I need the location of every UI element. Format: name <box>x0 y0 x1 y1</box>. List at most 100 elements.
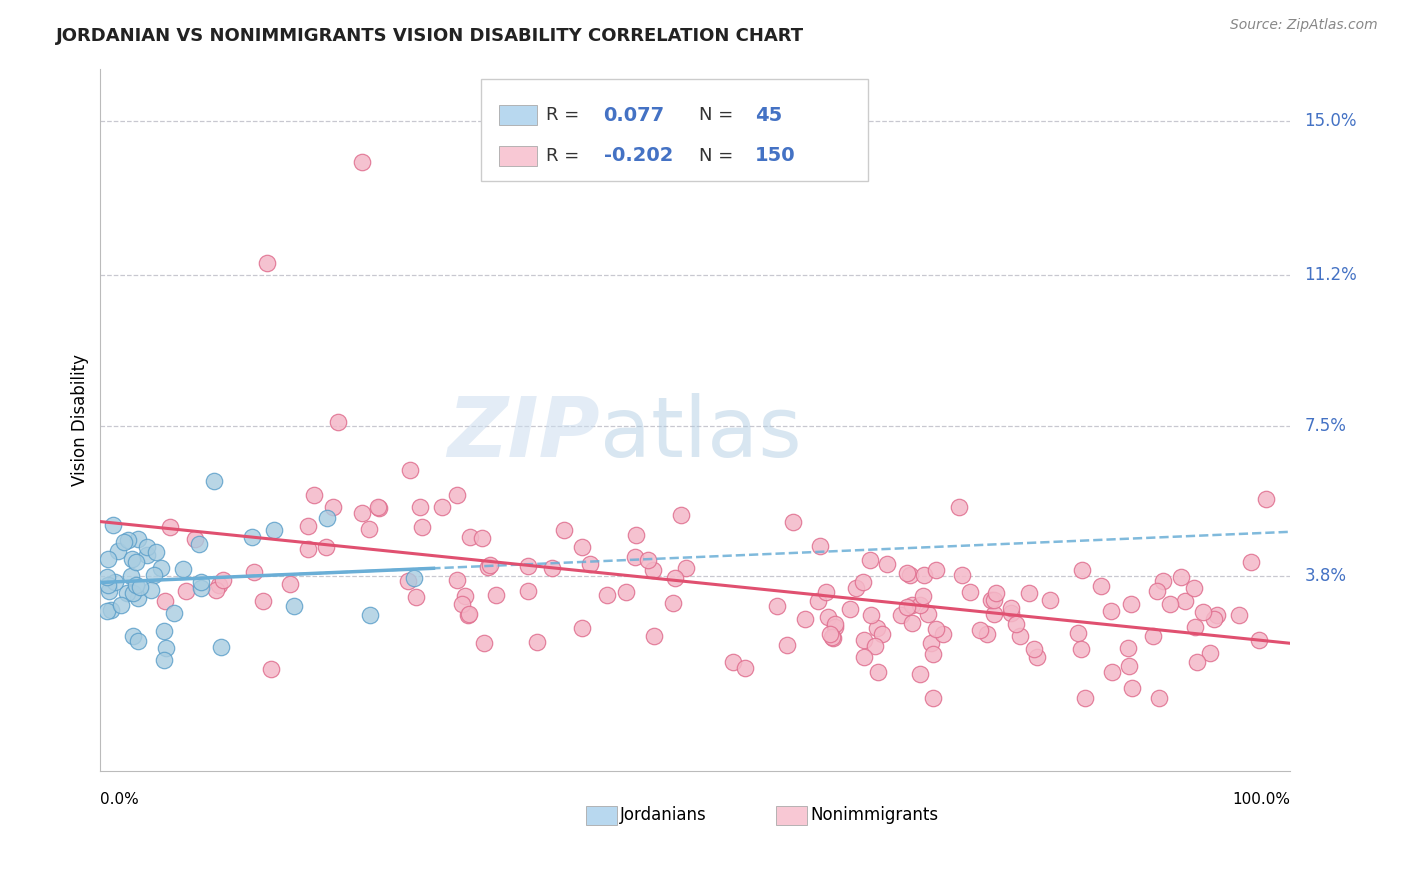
Point <box>540 560 562 574</box>
Point <box>1073 690 1095 705</box>
Point <box>128 580 150 594</box>
Point <box>1024 641 1046 656</box>
Point <box>110 598 132 612</box>
Point <box>866 621 889 635</box>
Point <box>243 566 266 580</box>
Point <box>624 528 647 542</box>
Point <box>278 577 301 591</box>
Point <box>328 415 350 429</box>
Point <box>1152 574 1174 589</box>
Point <box>190 582 212 596</box>
Point <box>1018 586 1040 600</box>
Point <box>817 610 839 624</box>
Text: R =: R = <box>547 106 585 124</box>
Point <box>240 529 263 543</box>
Point <box>1070 642 1092 657</box>
Point <box>900 598 922 612</box>
Point <box>454 589 477 603</box>
Point <box>911 590 934 604</box>
Point <box>121 551 143 566</box>
Point <box>517 559 540 574</box>
Text: Source: ZipAtlas.com: Source: ZipAtlas.com <box>1230 18 1378 32</box>
Point <box>920 636 942 650</box>
Point <box>297 518 319 533</box>
Point <box>664 571 686 585</box>
Text: 0.077: 0.077 <box>603 105 665 125</box>
Point <box>821 630 844 644</box>
Text: 11.2%: 11.2% <box>1305 267 1357 285</box>
Point <box>1070 563 1092 577</box>
Point <box>477 560 499 574</box>
Point <box>823 631 845 645</box>
Point <box>922 647 945 661</box>
Point <box>675 561 697 575</box>
Text: 0.0%: 0.0% <box>100 792 139 806</box>
Point <box>983 607 1005 621</box>
Point <box>637 553 659 567</box>
Point <box>890 607 912 622</box>
Point <box>112 535 135 549</box>
Text: atlas: atlas <box>600 393 801 475</box>
Point <box>212 574 235 588</box>
Point <box>136 540 159 554</box>
Text: 100.0%: 100.0% <box>1232 792 1291 806</box>
Point <box>304 488 326 502</box>
Point <box>838 601 860 615</box>
Point <box>204 583 226 598</box>
Point <box>794 612 817 626</box>
Point <box>121 585 143 599</box>
Point <box>824 616 846 631</box>
Point <box>479 558 502 573</box>
Point <box>104 575 127 590</box>
Point <box>866 665 889 679</box>
Point <box>252 594 274 608</box>
Point <box>139 582 162 597</box>
Point <box>107 544 129 558</box>
Point <box>859 553 882 567</box>
Point <box>411 520 433 534</box>
Point <box>776 638 799 652</box>
Point <box>896 600 918 615</box>
Point <box>1005 617 1028 632</box>
Point <box>297 541 319 556</box>
Y-axis label: Vision Disability: Vision Disability <box>72 353 89 485</box>
Point <box>1119 597 1142 611</box>
Point <box>398 463 420 477</box>
Point <box>150 561 173 575</box>
Point <box>876 558 898 572</box>
Point <box>97 583 120 598</box>
Point <box>97 577 120 591</box>
Point <box>1116 641 1139 656</box>
Point <box>352 154 374 169</box>
Point <box>807 593 830 607</box>
Point <box>983 593 1005 607</box>
Point <box>852 650 875 665</box>
Point <box>101 517 124 532</box>
Point <box>1227 607 1250 622</box>
Point <box>315 540 337 554</box>
FancyBboxPatch shape <box>499 146 537 166</box>
Point <box>624 550 647 565</box>
Point <box>315 511 337 525</box>
Point <box>782 515 804 529</box>
Point <box>1184 620 1206 634</box>
Point <box>852 574 875 589</box>
Point <box>127 634 149 648</box>
Point <box>446 488 468 502</box>
Point <box>457 608 479 623</box>
Point <box>174 584 197 599</box>
Point <box>863 639 886 653</box>
Point <box>100 602 122 616</box>
Point <box>1000 606 1022 620</box>
Point <box>155 640 177 655</box>
FancyBboxPatch shape <box>499 105 537 125</box>
Point <box>402 571 425 585</box>
Point <box>451 597 474 611</box>
Point <box>260 662 283 676</box>
Point <box>446 573 468 587</box>
Point <box>153 624 176 638</box>
Point <box>97 552 120 566</box>
FancyBboxPatch shape <box>481 79 868 181</box>
Point <box>820 627 842 641</box>
Point <box>1256 491 1278 506</box>
